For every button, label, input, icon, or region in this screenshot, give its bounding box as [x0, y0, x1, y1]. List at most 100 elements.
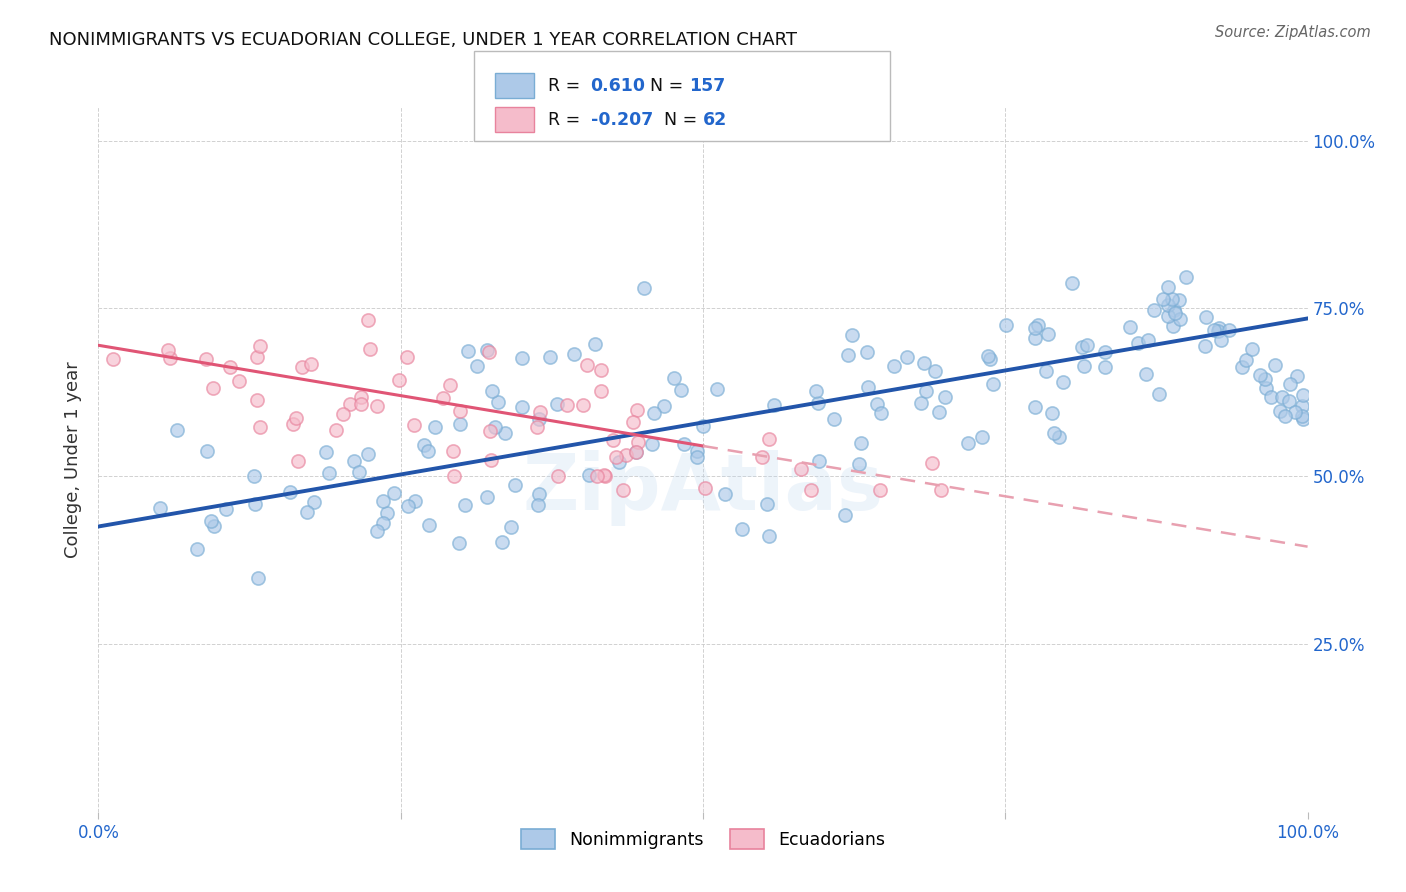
Point	[1174, 270, 1197, 285]
Point	[1271, 390, 1294, 404]
Point	[1049, 430, 1071, 444]
Point	[1060, 276, 1083, 290]
Point	[1278, 376, 1301, 391]
Point	[1211, 334, 1233, 348]
Point	[1218, 323, 1240, 337]
Text: ZipAtlas: ZipAtlas	[523, 450, 883, 525]
Point	[1268, 404, 1291, 418]
Point	[1230, 360, 1253, 375]
Point	[166, 423, 188, 437]
Point	[159, 351, 181, 365]
Point	[479, 453, 502, 467]
Text: 0.610: 0.610	[591, 77, 645, 95]
Point	[350, 390, 373, 404]
Point	[1042, 406, 1064, 420]
Point	[1147, 386, 1170, 401]
Point	[763, 398, 786, 412]
Point	[315, 445, 337, 459]
Point	[1052, 376, 1074, 390]
Point	[555, 398, 578, 412]
Point	[1292, 388, 1315, 402]
Point	[454, 498, 477, 512]
Point	[970, 430, 993, 444]
Legend: Nonimmigrants, Ecuadorians: Nonimmigrants, Ecuadorians	[513, 822, 893, 856]
Point	[325, 423, 347, 437]
Point	[526, 420, 548, 434]
Point	[246, 350, 269, 364]
Point	[586, 469, 609, 483]
Point	[510, 400, 533, 414]
Point	[640, 436, 662, 450]
Point	[1274, 409, 1296, 423]
Point	[1094, 344, 1116, 359]
Point	[1284, 405, 1306, 419]
Point	[447, 536, 470, 550]
Point	[1241, 342, 1264, 356]
Point	[416, 443, 439, 458]
Point	[371, 516, 394, 530]
Text: Source: ZipAtlas.com: Source: ZipAtlas.com	[1215, 25, 1371, 40]
Point	[1137, 334, 1160, 348]
Point	[1202, 323, 1225, 337]
Point	[896, 351, 918, 365]
Point	[501, 520, 523, 534]
Point	[607, 455, 630, 469]
Point	[247, 571, 270, 585]
Point	[339, 397, 361, 411]
Point	[527, 486, 550, 500]
Point	[755, 496, 778, 510]
Point	[800, 483, 823, 497]
Point	[1156, 279, 1178, 293]
Point	[101, 351, 124, 366]
Point	[491, 535, 513, 549]
Point	[589, 384, 612, 398]
Point	[1254, 381, 1277, 395]
Point	[443, 469, 465, 483]
Point	[439, 378, 461, 392]
Point	[475, 491, 498, 505]
Point	[1291, 409, 1313, 424]
Point	[366, 524, 388, 538]
Point	[1071, 340, 1094, 354]
Point	[575, 358, 598, 372]
Point	[910, 395, 932, 409]
Point	[527, 498, 550, 512]
Point	[287, 454, 309, 468]
Point	[1264, 358, 1286, 372]
Point	[1161, 319, 1184, 334]
Point	[731, 522, 754, 536]
Point	[856, 345, 879, 359]
Point	[299, 357, 322, 371]
Point	[591, 363, 613, 377]
Point	[1278, 393, 1301, 408]
Text: NONIMMIGRANTS VS ECUADORIAN COLLEGE, UNDER 1 YEAR CORRELATION CHART: NONIMMIGRANTS VS ECUADORIAN COLLEGE, UND…	[49, 31, 797, 49]
Point	[1195, 310, 1218, 325]
Point	[484, 419, 506, 434]
Point	[807, 454, 830, 468]
Point	[612, 483, 634, 497]
Point	[633, 281, 655, 295]
Point	[713, 487, 735, 501]
Point	[494, 425, 516, 440]
Point	[318, 467, 340, 481]
Point	[869, 483, 891, 497]
Point	[343, 454, 366, 468]
Point	[1292, 411, 1315, 425]
Point	[621, 415, 644, 429]
Point	[529, 412, 551, 426]
Text: N =: N =	[664, 111, 703, 128]
Point	[662, 370, 685, 384]
Point	[302, 495, 325, 509]
Text: 62: 62	[703, 111, 727, 128]
Point	[503, 478, 526, 492]
Point	[858, 380, 880, 394]
Point	[626, 402, 648, 417]
Point	[481, 384, 503, 399]
Point	[806, 384, 828, 399]
Point	[1043, 425, 1066, 440]
Point	[278, 485, 301, 500]
Point	[457, 344, 479, 359]
Point	[1161, 292, 1184, 306]
Point	[371, 493, 394, 508]
Point	[425, 419, 447, 434]
